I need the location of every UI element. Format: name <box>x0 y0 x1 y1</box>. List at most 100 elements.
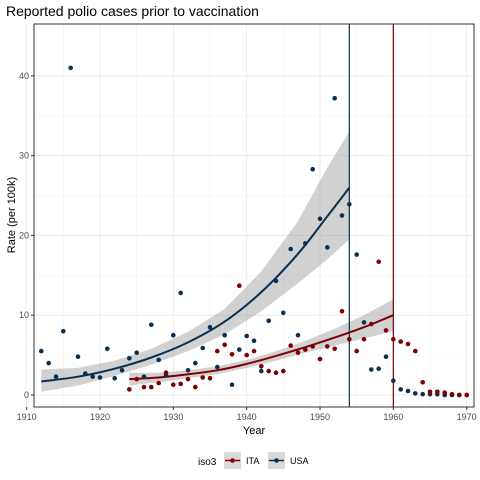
point-usa <box>310 166 316 172</box>
data-points <box>39 65 470 398</box>
point-usa <box>413 391 418 396</box>
point-ita <box>391 336 396 342</box>
point-ita <box>281 368 286 374</box>
point-ita <box>149 384 154 390</box>
vaccine-lines <box>348 24 394 407</box>
point-usa <box>112 376 117 381</box>
point-ita <box>237 283 242 289</box>
x-tick-label: 1930 <box>163 412 183 422</box>
point-usa <box>200 345 205 351</box>
point-usa <box>251 338 257 344</box>
x-tick-label: 1920 <box>90 412 110 422</box>
y-tick-label: 0 <box>24 390 29 400</box>
point-ita <box>251 348 257 354</box>
point-usa <box>156 357 161 363</box>
point-usa <box>229 382 235 388</box>
point-usa <box>266 318 272 324</box>
point-usa <box>376 366 382 372</box>
point-usa <box>391 378 396 384</box>
point-ita <box>369 321 374 327</box>
point-ita <box>457 392 462 398</box>
point-ita <box>332 346 338 352</box>
point-usa <box>325 245 330 250</box>
x-tick-label: 1950 <box>310 412 330 422</box>
point-usa <box>207 324 213 330</box>
point-usa <box>398 387 404 392</box>
point-usa <box>339 213 345 218</box>
point-usa <box>295 332 301 338</box>
point-usa <box>288 246 294 252</box>
point-ita <box>141 384 147 390</box>
x-axis: 1910 1920 1930 1940 1950 1960 1970 <box>17 407 477 422</box>
x-tick-label: 1910 <box>17 412 37 422</box>
legend-dot-ita <box>230 458 235 463</box>
point-ita <box>222 342 227 348</box>
x-tick-label: 1970 <box>457 412 477 422</box>
point-ita <box>134 376 139 382</box>
point-ita <box>339 309 345 314</box>
point-ita <box>171 382 176 388</box>
point-ita <box>317 356 323 362</box>
point-usa <box>405 388 411 394</box>
point-ita <box>207 376 213 381</box>
point-usa <box>171 332 176 338</box>
point-ita <box>244 352 249 358</box>
point-usa <box>237 347 242 352</box>
point-usa <box>90 374 95 380</box>
point-ita <box>325 344 330 349</box>
y-axis-title: Rate (per 100k) <box>6 177 18 253</box>
point-ita <box>193 384 198 390</box>
legend-dot-usa <box>274 458 279 463</box>
point-usa <box>97 375 103 380</box>
point-ita <box>420 380 426 385</box>
point-ita <box>163 370 169 376</box>
point-usa <box>178 290 183 296</box>
point-usa <box>383 354 389 360</box>
point-ita <box>259 364 264 369</box>
point-ita <box>178 381 183 387</box>
point-ita <box>383 328 389 333</box>
point-ita <box>435 389 440 395</box>
point-usa <box>193 360 198 366</box>
legend: iso3 ITA USA <box>198 452 309 469</box>
point-ita <box>427 389 433 395</box>
point-ita <box>200 375 205 380</box>
point-usa <box>347 202 352 207</box>
point-ita <box>229 352 235 357</box>
x-tick-label: 1960 <box>383 412 403 422</box>
legend-title: iso3 <box>198 457 217 468</box>
point-ita <box>303 347 308 352</box>
point-ita <box>405 341 411 347</box>
point-usa <box>68 65 73 71</box>
point-usa <box>141 374 147 380</box>
point-usa <box>185 368 191 373</box>
point-usa <box>53 374 59 380</box>
point-ita <box>266 368 272 374</box>
point-ita <box>354 348 360 354</box>
point-ita <box>310 344 316 349</box>
point-usa <box>222 332 227 338</box>
legend-label-usa: USA <box>290 456 309 466</box>
y-tick-label: 10 <box>19 310 29 320</box>
point-usa <box>149 322 154 328</box>
plot-border <box>33 23 475 408</box>
point-usa <box>303 241 308 246</box>
point-ita <box>413 348 418 354</box>
point-usa <box>46 360 51 366</box>
fit-line-usa <box>41 186 351 383</box>
point-ita <box>288 343 294 348</box>
point-ita <box>215 348 220 354</box>
point-usa <box>281 310 286 316</box>
plot-panel <box>26 23 475 408</box>
legend-label-ita: ITA <box>246 456 259 466</box>
point-ita <box>398 339 404 344</box>
point-ita <box>361 336 367 342</box>
x-axis-title: Year <box>243 425 266 437</box>
point-usa <box>83 371 88 376</box>
point-usa <box>361 320 367 325</box>
point-usa <box>105 346 110 352</box>
point-usa <box>127 356 132 361</box>
point-usa <box>354 252 360 257</box>
y-tick-label: 40 <box>19 71 29 81</box>
